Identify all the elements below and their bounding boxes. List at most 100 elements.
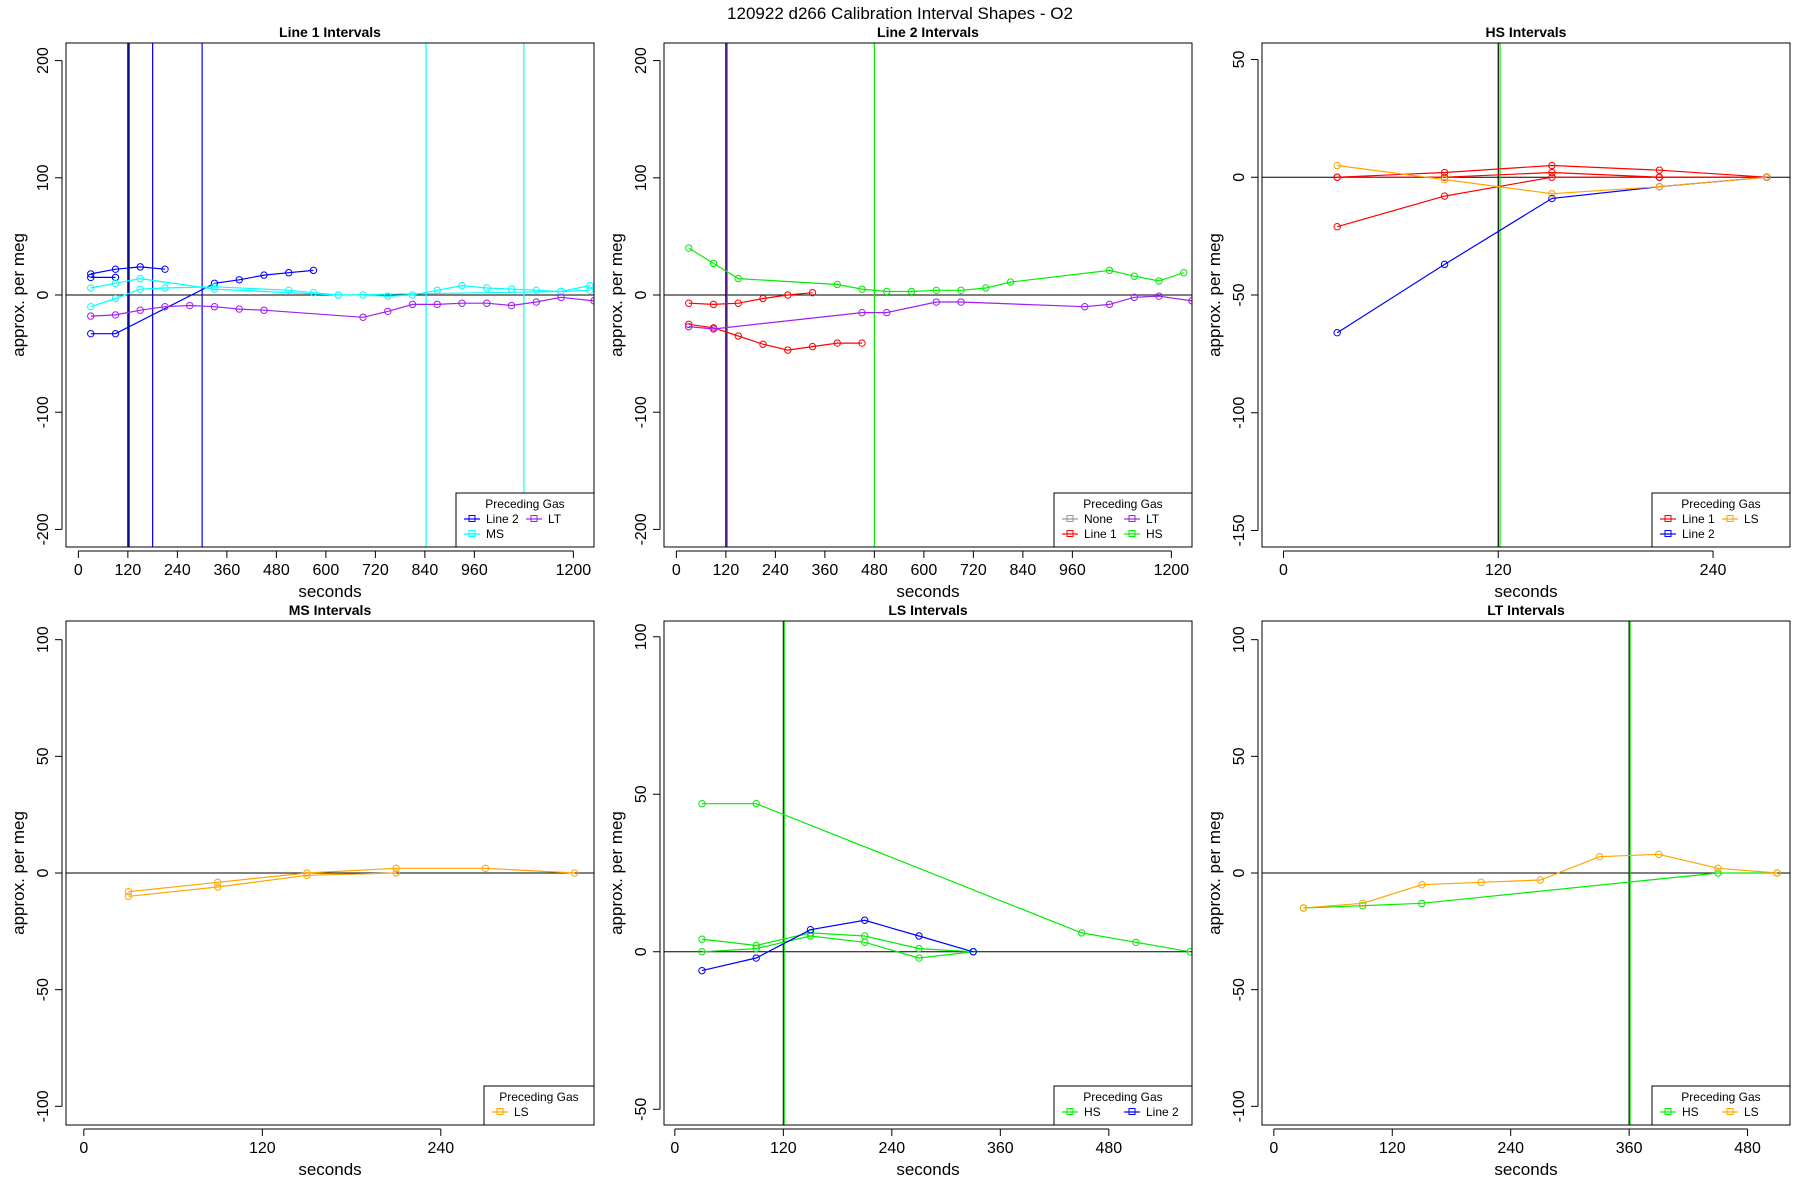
data-point <box>285 286 293 295</box>
series-line-2 <box>698 916 977 975</box>
data-point <box>685 320 693 329</box>
legend-entry: LT <box>1124 512 1160 526</box>
data-point <box>124 887 133 896</box>
series-line <box>701 932 974 953</box>
x-tick-label: 120 <box>249 1140 276 1157</box>
panel-title: Line 2 Intervals <box>877 24 979 40</box>
data-point <box>136 306 144 314</box>
data-point <box>384 292 392 300</box>
data-point <box>136 285 144 293</box>
data-point <box>87 284 95 292</box>
data-point <box>1655 166 1664 174</box>
data-point <box>808 288 817 297</box>
legend-entry: LS <box>492 1105 529 1119</box>
data-point <box>458 281 466 290</box>
y-tick-label: 50 <box>633 785 650 803</box>
x-tick-label: 120 <box>115 562 142 579</box>
data-point <box>858 339 866 347</box>
data-point <box>698 935 706 943</box>
data-point <box>1548 161 1556 170</box>
panel-2: Line 2 Intervals 0 120 240 360 480 600 720 840 96… <box>607 24 1193 601</box>
legend-swatch-marker <box>1066 530 1074 537</box>
data-point <box>303 871 311 880</box>
data-point <box>698 948 706 956</box>
series-hs <box>685 244 1188 296</box>
data-point <box>161 303 169 311</box>
legend-label: Line 2 <box>1146 1105 1179 1119</box>
data-point <box>861 938 869 946</box>
panel-6: LT Intervals 0 120 240 360 480 seconds -100 -50 0… <box>1205 602 1791 1179</box>
data-point <box>1440 260 1449 269</box>
data-point <box>1180 269 1188 277</box>
y-tick-label: -100 <box>633 396 650 428</box>
x-tick-label: 0 <box>1279 562 1288 579</box>
x-tick-label: 480 <box>263 562 290 579</box>
data-point <box>1105 266 1114 275</box>
series-line <box>128 867 575 893</box>
series-line <box>1337 164 1767 195</box>
series-line <box>688 292 813 306</box>
series-ls <box>1299 850 1781 912</box>
legend-label: Line 1 <box>1084 527 1117 541</box>
data-point <box>1418 899 1426 908</box>
y-axis-label: approx. per meg <box>9 233 28 357</box>
legend-entry: HS <box>1124 527 1163 541</box>
data-point <box>161 284 169 292</box>
y-axis: -150 -100 -50 0 50 approx. per meg <box>1205 50 1259 547</box>
y-tick-label: -50 <box>35 978 52 1001</box>
data-point <box>1006 278 1015 286</box>
legend-box <box>1053 492 1193 548</box>
legend-entry: HS <box>1062 1105 1101 1119</box>
data-point <box>833 280 841 289</box>
x-tick-label: 600 <box>313 562 340 579</box>
data-point <box>759 294 767 303</box>
data-point <box>186 301 194 310</box>
data-point <box>334 291 342 299</box>
series-line <box>702 803 1191 953</box>
series-line <box>90 284 591 308</box>
data-point <box>309 288 318 297</box>
legend-swatch-marker <box>468 515 476 522</box>
data-point <box>907 287 916 296</box>
x-tick-label: 360 <box>987 1140 1014 1157</box>
data-point <box>1440 168 1449 177</box>
y-tick-label: -50 <box>1231 978 1248 1001</box>
legend-box <box>1651 492 1791 548</box>
y-tick-label: 100 <box>1231 626 1248 653</box>
data-point <box>932 286 940 295</box>
legend-label: MS <box>486 527 504 541</box>
series-ms <box>87 274 594 299</box>
data-point <box>1299 904 1308 912</box>
x-tick-label: 480 <box>1734 1140 1761 1157</box>
plot-area <box>1262 43 1790 547</box>
x-tick-label: 1200 <box>1154 562 1190 579</box>
series-line <box>1337 164 1767 178</box>
data-point <box>210 283 219 291</box>
y-tick-label: 50 <box>1231 747 1248 765</box>
data-point <box>483 299 491 307</box>
data-point <box>808 342 817 351</box>
y-axis-label: approx. per meg <box>1205 811 1224 935</box>
data-point <box>87 312 95 320</box>
legend-label: LT <box>548 512 562 526</box>
x-axis-label: seconds <box>1494 1160 1557 1179</box>
data-point <box>915 944 923 953</box>
data-point <box>408 291 417 299</box>
data-point <box>709 325 718 333</box>
series-line <box>90 269 314 335</box>
x-axis-label: seconds <box>1494 582 1557 601</box>
data-point <box>709 300 718 309</box>
data-point <box>260 306 268 314</box>
legend-title: Preceding Gas <box>499 1090 578 1104</box>
x-tick-label: 120 <box>1379 1140 1406 1157</box>
data-point <box>858 285 866 293</box>
data-point <box>260 271 268 279</box>
y-tick-label: 50 <box>35 747 52 765</box>
x-axis-label: seconds <box>298 582 361 601</box>
legend-label: LS <box>1744 512 1759 526</box>
